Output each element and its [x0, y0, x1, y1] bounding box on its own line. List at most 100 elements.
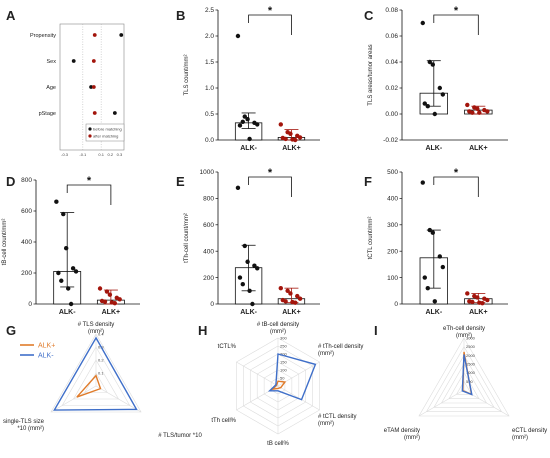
- axis-label-3: tB cell%: [267, 441, 289, 447]
- ring-label: 100: [280, 368, 287, 373]
- data-point-ALK+: [117, 297, 122, 302]
- ring-label: 3000: [466, 336, 476, 341]
- panel-label-d: D: [6, 174, 15, 189]
- data-point-ALK-: [255, 122, 260, 127]
- axis-label-line: eCTL density: [512, 428, 547, 434]
- series-line-ALK-: [267, 353, 317, 401]
- y-tick-label: 800: [21, 177, 32, 184]
- data-point-ALK-: [427, 227, 432, 233]
- series-line-ALK-: [461, 354, 473, 396]
- axis-label-line: single-TLS size: [3, 419, 45, 425]
- data-point-ALK+: [104, 289, 110, 294]
- data-point-ALK-: [54, 199, 59, 204]
- legend: before matching after matching: [85, 123, 125, 142]
- x-tick-label: 0.2: [108, 152, 114, 157]
- data-point-ALK-: [422, 101, 427, 106]
- series-line-ALK-: [53, 336, 138, 411]
- legend-box: [85, 123, 125, 142]
- data-point-ALK-: [247, 288, 252, 293]
- data-point-ALK-: [56, 270, 61, 276]
- axis-label-line: (mm²): [318, 351, 334, 357]
- data-point-ALK-: [425, 285, 430, 291]
- y-tick-label: 200: [203, 275, 214, 282]
- panel-f-tctl: 0 100 200 300 400 500 tCTL count/mm² ALK- ALK+ *: [368, 167, 508, 316]
- grid-spoke: [95, 385, 142, 413]
- data-point-ALK+: [278, 285, 283, 291]
- data-point-ALK-: [432, 299, 437, 304]
- axis-label-2: # tCTL density (mm²): [318, 414, 356, 427]
- ring-label: 2500: [466, 344, 476, 349]
- data-point-ALK-: [70, 266, 76, 271]
- axis-label-line: (mm²): [318, 421, 334, 427]
- data-point-ALK-: [61, 211, 66, 217]
- y-tick-label: 0.02: [385, 85, 398, 92]
- data-point-ALK+: [295, 293, 300, 299]
- row-label-1: Sex: [47, 59, 57, 65]
- data-point-ALK-: [252, 263, 257, 268]
- category-label-ALK+: ALK+: [282, 145, 300, 152]
- y-tick-label: 1000: [200, 169, 215, 176]
- axis-label-line: (mm²): [456, 333, 472, 339]
- point-before-1: [71, 59, 76, 63]
- data-point-ALK-: [247, 136, 252, 142]
- ring-label: 1500: [466, 362, 476, 367]
- y-tick-label: 400: [387, 196, 398, 203]
- significance-bracket: [433, 176, 479, 197]
- y-tick-label: 400: [203, 248, 214, 255]
- data-point-ALK-: [255, 266, 260, 271]
- y-tick-label: 0: [28, 301, 32, 308]
- axis-label-0: eTh-cell density (mm²): [443, 326, 485, 339]
- axis-label-5: tCTL%: [218, 344, 237, 350]
- grid-ring: [425, 346, 503, 412]
- y-axis-label: TLS areas/tumor areas: [368, 44, 374, 105]
- grid-ring: [61, 346, 131, 406]
- y-tick-label: 0: [210, 301, 214, 308]
- y-tick-label: 0.00: [385, 111, 398, 118]
- y-axis-label: tCTL count/mm²: [368, 217, 374, 260]
- panel-b-tls-count: 0.0 0.5 1.0 1.5 2.0 2.5 TLS count/mm² ALK- ALK+ *: [184, 5, 320, 152]
- significance-star: *: [454, 5, 459, 17]
- data-point-ALK-: [242, 114, 247, 119]
- ring-label: 2000: [466, 353, 476, 358]
- legend-label-ALK-: ALK-: [38, 353, 54, 360]
- panel-label-f: F: [364, 174, 372, 189]
- point-after-0: [92, 33, 97, 37]
- significance-star: *: [454, 167, 459, 179]
- axis-label-line: (mm²): [404, 435, 420, 441]
- series-line-ALK+: [76, 374, 102, 398]
- data-point-ALK+: [283, 136, 288, 142]
- data-point-ALK+: [480, 301, 485, 306]
- data-point-ALK-: [245, 259, 250, 264]
- y-tick-label: 1.0: [205, 85, 214, 92]
- data-point-ALK-: [440, 92, 446, 97]
- y-axis-label: tTh-cell count/mm²: [184, 213, 190, 263]
- axis-label-0: # tB-cell density (mm²): [257, 322, 299, 335]
- point-after-1: [91, 59, 96, 63]
- grid-ring: [455, 380, 473, 395]
- data-point-ALK-: [68, 301, 74, 307]
- data-point-ALK+: [285, 288, 290, 293]
- data-point-ALK-: [240, 119, 245, 125]
- y-tick-label: 800: [203, 196, 214, 203]
- data-point-ALK-: [440, 264, 446, 270]
- category-label-ALK+: ALK+: [102, 309, 120, 316]
- data-point-ALK-: [420, 20, 425, 26]
- data-point-ALK+: [102, 299, 108, 304]
- axis-label-line: tB cell%: [267, 441, 289, 447]
- data-point-ALK+: [283, 299, 288, 304]
- data-point-ALK-: [430, 230, 435, 235]
- axis-label-line: eTh-cell density: [443, 326, 485, 332]
- axis-label-1: # TLS/tumor *10: [158, 433, 202, 439]
- significance-bracket: [248, 176, 292, 197]
- data-point-ALK+: [297, 296, 303, 301]
- y-tick-label: 400: [21, 239, 32, 246]
- grid-spoke: [50, 385, 97, 413]
- data-point-ALK+: [278, 122, 283, 127]
- y-axis-label: tB-cell count/mm²: [2, 219, 8, 266]
- data-point-ALK-: [437, 254, 443, 259]
- panel-label-e: E: [176, 174, 185, 189]
- y-tick-label: 0.08: [385, 7, 398, 14]
- grid-ring: [418, 337, 510, 417]
- x-tick-label: 0.3: [117, 152, 123, 157]
- point-before-0: [119, 33, 124, 37]
